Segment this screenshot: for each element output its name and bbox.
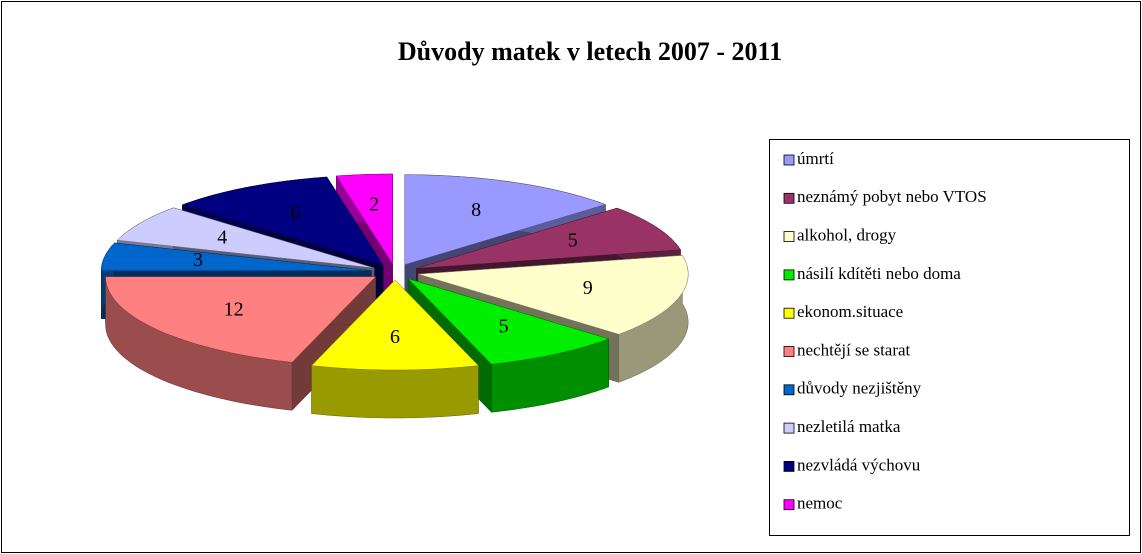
data-label: 5	[568, 229, 578, 251]
slice-top	[404, 174, 607, 266]
legend-label: neznámý pobyt nebo VTOS	[797, 187, 987, 206]
data-label: 6	[290, 202, 300, 224]
slice	[105, 276, 377, 411]
legend-label: úmrtí	[797, 149, 834, 168]
data-label: 2	[369, 193, 379, 215]
legend-swatch	[783, 269, 795, 281]
data-label: 12	[224, 299, 244, 321]
slice-top	[105, 276, 377, 363]
slice-wall	[311, 365, 479, 419]
slice-top	[416, 207, 681, 269]
legend-label: nechtějí se starat	[797, 340, 911, 359]
legend-label: nemoc	[797, 494, 843, 513]
legend-label: násilí kdítěti nebo doma	[797, 264, 961, 283]
slice	[311, 279, 479, 419]
legend-swatch	[783, 460, 795, 472]
legend-label: ekonom.situace	[797, 302, 903, 321]
data-label: 6	[390, 326, 400, 348]
legend-swatch	[783, 307, 795, 319]
chart-title: Důvody matek v letech 2007 - 2011	[398, 37, 782, 66]
legend-swatch	[783, 231, 795, 243]
slice-top	[335, 173, 393, 265]
legend-swatch	[783, 192, 795, 204]
legend-box	[769, 139, 1130, 536]
legend: úmrtí neznámý pobyt nebo VTOS alkohol, dro…	[783, 149, 987, 513]
legend-label: nezvládá výchovu	[797, 455, 921, 474]
legend-swatch	[783, 154, 795, 166]
data-label: 8	[471, 199, 481, 221]
data-label: 3	[193, 249, 203, 271]
legend-label: důvody nezjištěny	[797, 379, 922, 398]
legend-label: nezletilá matka	[797, 417, 901, 436]
legend-swatch	[783, 422, 795, 434]
slice-top	[116, 207, 375, 269]
slice-top	[407, 278, 610, 365]
data-label: 4	[217, 226, 227, 248]
slice-top	[181, 176, 384, 266]
slice-top	[101, 242, 372, 271]
legend-swatch	[783, 346, 795, 357]
data-label: 9	[583, 277, 593, 299]
data-label: 5	[499, 315, 509, 337]
legend-swatch	[783, 499, 795, 511]
legend-label: alkohol, drogy	[797, 226, 897, 245]
slice-top	[418, 255, 689, 335]
legend-swatch	[783, 384, 795, 396]
pie: 2 8 6 4 5 3 9 12 5 6	[101, 173, 689, 419]
slice-top	[311, 279, 479, 371]
